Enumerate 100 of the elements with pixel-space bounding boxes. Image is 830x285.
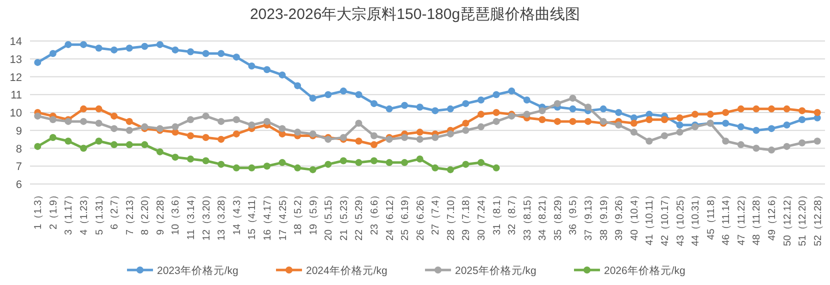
point	[202, 134, 210, 142]
point	[660, 132, 668, 140]
x-tick-label: 33（8.15）	[522, 190, 534, 241]
point	[294, 82, 302, 90]
point	[141, 42, 148, 50]
x-tick-label: 29（7.18）	[461, 190, 472, 241]
y-tick-label: 10	[10, 108, 22, 120]
x-tick-label: 16（4.17）	[262, 190, 274, 241]
point	[462, 126, 470, 134]
x-tick-label: 12（3.20）	[201, 190, 212, 241]
y-tick-label: 6	[16, 179, 22, 191]
x-tick-label: 22（5.29）	[354, 190, 366, 241]
point	[232, 54, 240, 61]
point	[202, 112, 210, 120]
point	[370, 100, 378, 108]
point	[34, 112, 42, 120]
point	[126, 118, 133, 125]
point	[752, 126, 760, 134]
point	[172, 154, 179, 161]
point	[187, 155, 194, 162]
point	[569, 94, 576, 102]
point	[340, 88, 347, 95]
x-tick-label: 27（7.4）	[430, 190, 442, 236]
point	[64, 138, 72, 145]
point	[523, 96, 530, 104]
legend-label: 2023年价格元/kg	[157, 265, 239, 277]
point	[722, 109, 730, 116]
x-tick-label: 44（10.31）	[690, 190, 702, 246]
point	[80, 144, 88, 152]
x-tick-label: 7（2.13）	[124, 190, 136, 236]
point	[278, 71, 286, 78]
point	[416, 128, 424, 136]
point	[676, 128, 684, 136]
point	[538, 116, 546, 124]
y-tick-label: 13	[10, 54, 22, 66]
point	[187, 116, 194, 124]
point	[401, 102, 408, 109]
point	[355, 120, 362, 127]
x-tick-label: 45（11.8）	[706, 190, 717, 240]
y-tick-label: 11	[10, 90, 22, 102]
point	[309, 94, 316, 102]
point	[630, 120, 638, 127]
point	[478, 96, 485, 104]
point	[187, 48, 194, 56]
point	[432, 164, 439, 172]
point	[355, 91, 362, 98]
point	[538, 107, 546, 114]
point	[248, 62, 256, 70]
x-tick-label: 13（3.28）	[216, 190, 228, 241]
point	[263, 118, 270, 125]
x-tick-label: 46（11.14）	[721, 190, 732, 246]
x-tick-label: 5（1.31）	[94, 190, 106, 236]
point	[340, 157, 347, 164]
point	[446, 130, 454, 138]
point	[401, 159, 408, 166]
x-tick-label: 51（12.20）	[798, 190, 809, 246]
point	[49, 50, 56, 58]
point	[492, 164, 500, 172]
x-tick-label: 6（2.7）	[110, 190, 121, 230]
point	[355, 138, 362, 145]
point	[386, 159, 393, 166]
point	[263, 162, 270, 170]
x-tick-label: 37（9.13）	[584, 190, 595, 241]
point	[432, 134, 439, 142]
point	[416, 104, 424, 111]
point	[218, 136, 225, 143]
point	[141, 141, 148, 148]
x-tick-label: 19（5.9）	[308, 190, 320, 236]
point	[752, 144, 760, 152]
point	[615, 122, 622, 129]
point	[508, 88, 516, 95]
point	[432, 107, 439, 114]
x-tick-label: 15（4.11）	[247, 190, 258, 240]
point	[660, 116, 668, 124]
point	[202, 50, 210, 58]
point	[401, 134, 408, 142]
x-tick-label: 49（12.6）	[766, 190, 778, 241]
point	[814, 109, 821, 116]
point	[478, 159, 485, 166]
point	[156, 41, 164, 48]
point	[492, 91, 500, 98]
x-tick-label: 28（7.10）	[446, 190, 457, 241]
point	[370, 132, 378, 140]
point	[798, 139, 806, 146]
x-tick-label: 34（8.21）	[538, 190, 549, 241]
point	[218, 50, 225, 58]
point	[446, 105, 454, 112]
point	[95, 120, 102, 127]
y-tick-label: 9	[16, 125, 22, 138]
point	[232, 116, 240, 124]
point	[492, 109, 500, 116]
point	[49, 134, 56, 142]
point	[478, 110, 485, 118]
point	[172, 46, 179, 54]
x-tick-label: 10（3.6）	[170, 190, 182, 236]
point	[446, 166, 454, 174]
point	[187, 132, 194, 140]
point	[80, 105, 88, 112]
point	[202, 157, 210, 164]
x-tick-label: 40（10.4）	[629, 190, 640, 241]
